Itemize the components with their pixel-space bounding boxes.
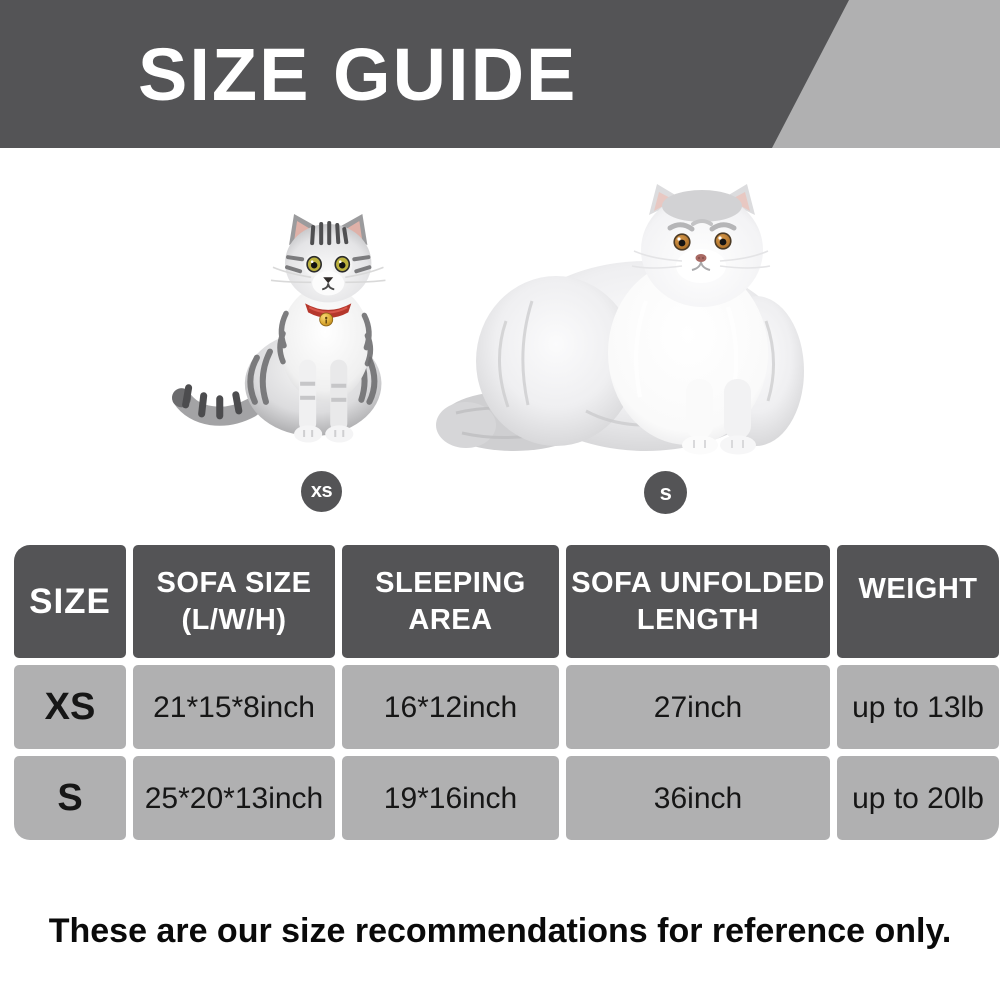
size-badge-s-label: s xyxy=(659,479,672,505)
row-xs-sleeping-area: 16*12inch xyxy=(342,665,559,749)
column-header-line: SOFA UNFOLDED xyxy=(571,566,825,599)
row-xs-size-label: XS xyxy=(14,665,126,749)
size-badge-s: s xyxy=(644,471,687,514)
row-xs-sofa-size: 21*15*8inch xyxy=(133,665,335,749)
row-s-size-label: S xyxy=(14,756,126,840)
persian-cat-image xyxy=(436,184,804,455)
column-header-line: LENGTH xyxy=(636,603,760,636)
column-header-line: (L/W/H) xyxy=(181,603,287,636)
tabby-kitten-image xyxy=(172,214,386,443)
row-xs-unfolded-length: 27inch xyxy=(566,665,830,749)
column-header-sleeping-area: SLEEPING AREA xyxy=(342,545,559,658)
column-header-line: SIZE xyxy=(29,582,111,621)
size-table: SIZE SOFA SIZE (L/W/H) SLEEPING AREA SOF… xyxy=(14,545,999,840)
column-header-line: WEIGHT xyxy=(858,573,978,605)
row-s-sleeping-area: 19*16inch xyxy=(342,756,559,840)
column-header-line: SOFA SIZE xyxy=(156,566,312,599)
page-title: SIZE GUIDE xyxy=(138,32,578,116)
row-s-weight: up to 20lb xyxy=(837,756,999,840)
row-s-unfolded-length: 36inch xyxy=(566,756,830,840)
row-xs-weight: up to 13lb xyxy=(837,665,999,749)
row-s-sofa-size: 25*20*13inch xyxy=(133,756,335,840)
size-badge-xs: xs xyxy=(301,471,342,512)
column-header-sofa-size: SOFA SIZE (L/W/H) xyxy=(133,545,335,658)
column-header-line: SLEEPING xyxy=(375,566,526,599)
column-header-weight: WEIGHT xyxy=(837,545,999,658)
column-header-unfolded-length: SOFA UNFOLDED LENGTH xyxy=(566,545,830,658)
column-header-line: AREA xyxy=(408,603,493,636)
banner-dark-shape xyxy=(0,0,849,148)
footer-note: These are our size recommendations for r… xyxy=(48,912,952,950)
banner: SIZE GUIDE xyxy=(0,0,1000,148)
size-badge-xs-label: xs xyxy=(310,480,333,502)
column-header-size: SIZE xyxy=(14,545,126,658)
